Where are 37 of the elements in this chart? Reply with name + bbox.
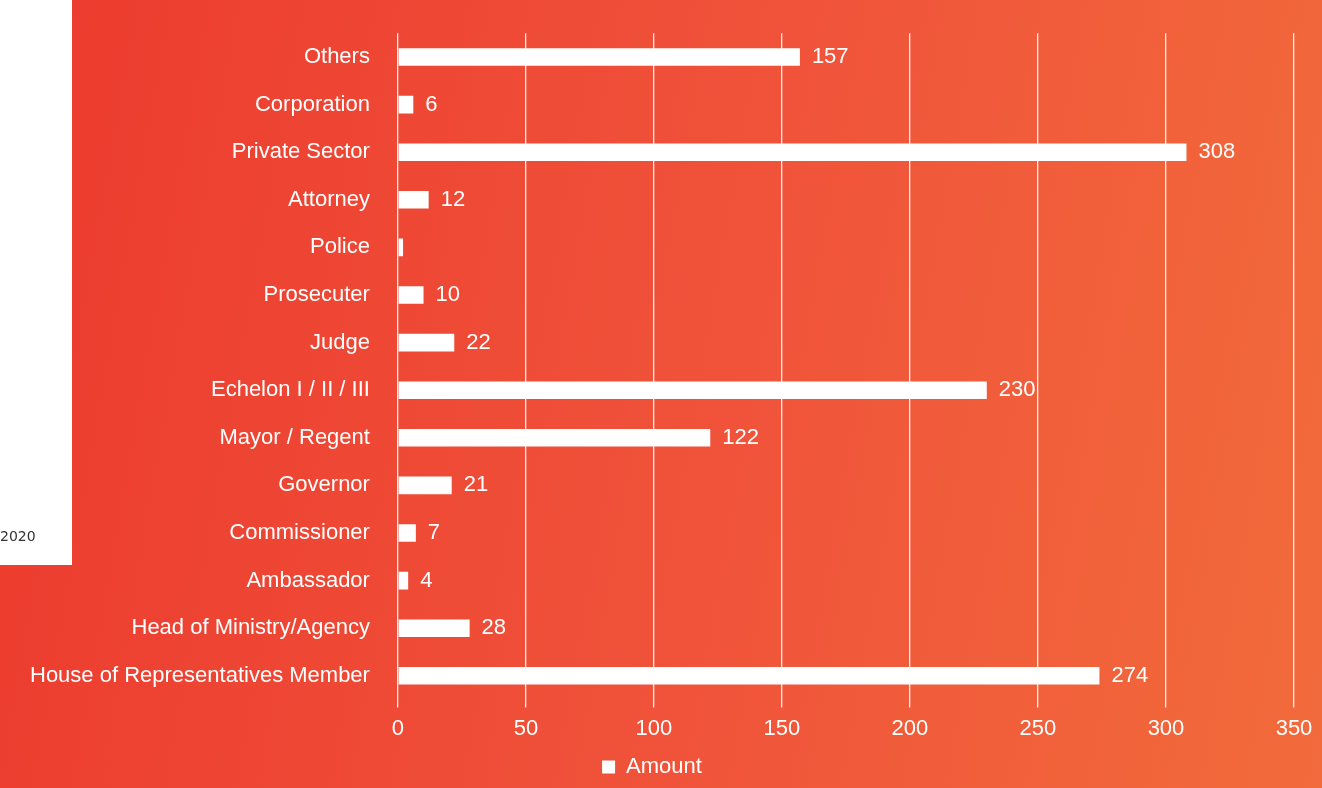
data-label: 4 (420, 566, 433, 592)
data-label: 28 (481, 614, 507, 640)
data-label: 6 (425, 90, 438, 116)
y-tick-label: House of Representatives Member (30, 661, 370, 687)
legend-label: Amount (626, 753, 702, 779)
chart-card: 2020 (0, 0, 72, 565)
x-tick-label: 0 (391, 714, 405, 740)
y-tick-label: Commissioner (229, 519, 370, 545)
data-label: 157 (811, 43, 849, 69)
y-tick-label: Echelon I / II / III (210, 376, 370, 402)
data-label: 10 (435, 281, 461, 307)
y-tick-label: Others (303, 43, 370, 69)
data-label: 22 (466, 328, 491, 354)
data-label: 274 (1111, 661, 1149, 687)
y-tick-label: Head of Ministry/Agency (131, 614, 370, 640)
data-label: 21 (463, 471, 489, 497)
data-label: 230 (998, 376, 1036, 402)
y-tick-label: Ambassador (246, 566, 370, 592)
y-tick-label: Police (310, 233, 370, 259)
y-tick-label: Private Sector (231, 138, 370, 164)
data-label: 308 (1198, 138, 1236, 164)
x-tick-label: 100 (635, 714, 673, 740)
x-tick-label: 150 (763, 714, 801, 740)
data-label: 12 (440, 185, 466, 211)
y-tick-label: Governor (278, 471, 370, 497)
y-tick-label: Prosecuter (263, 281, 370, 307)
y-tick-label: Mayor / Regent (219, 423, 370, 449)
data-label: 7 (427, 519, 441, 545)
y-tick-label: Corporation (254, 90, 370, 116)
x-tick-label: 300 (1147, 714, 1185, 740)
data-label: 122 (722, 423, 759, 449)
x-tick-label: 200 (891, 714, 929, 740)
x-tick-label: 350 (1275, 714, 1313, 740)
x-tick-label: 50 (513, 714, 539, 740)
x-tick-label: 250 (1019, 714, 1057, 740)
y-tick-label: Judge (309, 328, 370, 354)
y-tick-label: Attorney (288, 185, 370, 211)
